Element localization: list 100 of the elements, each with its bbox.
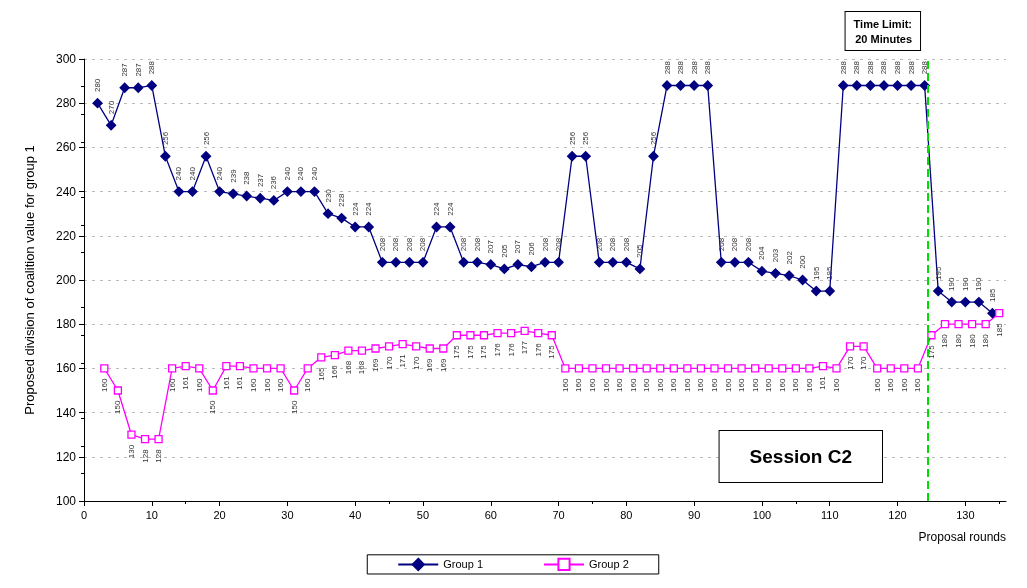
y-tick-label: 220	[55, 228, 77, 243]
data-label: 171	[398, 353, 408, 368]
data-label: 170	[859, 355, 869, 370]
data-label: 175	[452, 344, 462, 359]
data-label: 160	[167, 378, 177, 392]
annotation: Session C2	[749, 446, 853, 467]
data-label: 160	[587, 378, 597, 392]
data-label: 170	[384, 355, 394, 370]
x-tick-label: 70	[552, 508, 565, 521]
data-label: 256	[567, 131, 577, 146]
y-tick-label: 240	[55, 184, 77, 199]
data-label: 169	[371, 358, 381, 373]
data-label: 160	[777, 378, 787, 392]
data-label: 208	[621, 237, 631, 252]
y-tick-label: 300	[55, 52, 77, 66]
x-tick-label: 10	[145, 508, 158, 521]
data-label: 160	[276, 378, 286, 392]
data-label: 150	[113, 400, 123, 415]
data-label: 175	[926, 344, 936, 359]
data-label: 288	[147, 60, 157, 75]
data-label: 288	[689, 60, 699, 75]
data-label: 170	[411, 355, 421, 370]
data-label: 288	[838, 60, 848, 75]
data-label: 256	[648, 131, 658, 146]
data-label: 175	[547, 344, 557, 359]
data-label: 208	[418, 237, 428, 252]
data-label: 160	[899, 378, 909, 392]
data-label: 160	[642, 378, 652, 392]
data-label: 206	[526, 241, 536, 256]
data-label: 240	[215, 166, 225, 181]
x-tick-label: 110	[820, 508, 839, 521]
data-label: 176	[506, 342, 516, 357]
data-label: 161	[235, 375, 245, 390]
x-tick-label: 90	[688, 508, 701, 521]
data-label: 256	[581, 131, 591, 146]
x-tick-label: 100	[752, 508, 772, 521]
data-label: 175	[465, 344, 475, 359]
data-label: 207	[513, 239, 523, 254]
data-label: 177	[520, 340, 530, 355]
data-label: 168	[357, 360, 367, 375]
data-label: 195	[825, 266, 835, 280]
data-label: 288	[662, 60, 672, 75]
data-label: 160	[574, 378, 584, 392]
data-label: 160	[194, 378, 204, 392]
data-label: 205	[635, 243, 645, 258]
data-label: 128	[154, 448, 164, 463]
data-label: 185	[987, 288, 997, 302]
y-tick-label: 200	[55, 273, 77, 287]
data-label: 169	[425, 358, 435, 373]
data-label: 170	[845, 355, 855, 370]
data-label: 288	[703, 60, 713, 75]
data-label: 208	[540, 237, 550, 252]
x-tick-label: 30	[281, 508, 294, 521]
data-label: 160	[791, 378, 801, 392]
data-label: 200	[798, 254, 808, 269]
data-label: 160	[262, 378, 272, 392]
data-label: 239	[228, 168, 238, 183]
data-label: 287	[120, 62, 130, 77]
data-label: 256	[201, 131, 211, 146]
data-label: 180	[940, 333, 950, 348]
data-label: 288	[879, 60, 889, 75]
data-label: 150	[208, 400, 218, 415]
data-label: 160	[628, 378, 638, 392]
data-label: 237	[255, 173, 265, 188]
x-tick-label: 80	[620, 508, 633, 521]
data-label: 160	[99, 378, 109, 392]
data-label: 160	[886, 378, 896, 392]
legend-label: Group 1	[443, 558, 483, 571]
data-label: 208	[730, 237, 740, 252]
y-tick-label: 120	[55, 449, 77, 464]
x-tick-label: 120	[888, 508, 907, 521]
data-label: 160	[303, 378, 313, 392]
data-label: 161	[818, 375, 828, 390]
data-label: 169	[438, 358, 448, 373]
data-label: 190	[947, 277, 957, 291]
x-tick-label: 40	[349, 508, 362, 521]
y-tick-label: 100	[55, 494, 77, 508]
data-label: 160	[913, 378, 923, 392]
data-label: 160	[560, 378, 570, 392]
data-label: 224	[350, 201, 360, 216]
data-label: 240	[310, 166, 319, 181]
data-label: 280	[93, 78, 103, 93]
x-tick-label: 50	[416, 508, 430, 521]
data-label: 160	[655, 378, 665, 392]
data-label: 256	[160, 131, 170, 146]
data-label: 288	[906, 60, 916, 75]
data-label: 228	[337, 193, 347, 207]
data-label: 224	[445, 201, 455, 216]
data-label: 185	[994, 322, 1004, 337]
data-label: 208	[554, 237, 564, 252]
data-label: 288	[920, 60, 930, 75]
data-label: 176	[533, 342, 543, 357]
data-label: 160	[832, 378, 842, 392]
data-label: 130	[126, 444, 136, 459]
data-label: 160	[709, 378, 719, 392]
data-label: 160	[615, 378, 625, 392]
data-label: 207	[486, 239, 496, 254]
data-label: 160	[696, 378, 706, 392]
data-label: 205	[499, 243, 509, 258]
data-label: 190	[960, 277, 970, 291]
